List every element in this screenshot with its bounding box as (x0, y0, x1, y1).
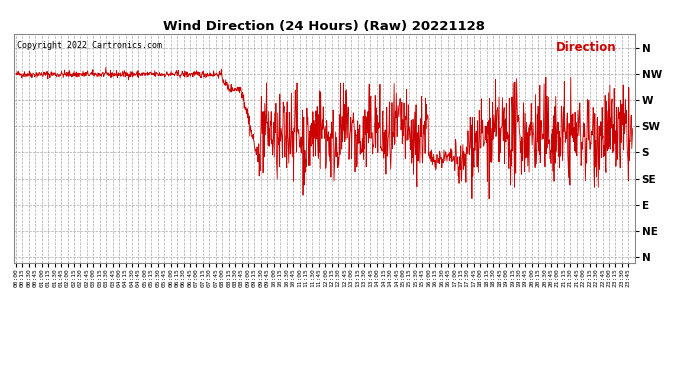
Text: Copyright 2022 Cartronics.com: Copyright 2022 Cartronics.com (17, 40, 162, 50)
Title: Wind Direction (24 Hours) (Raw) 20221128: Wind Direction (24 Hours) (Raw) 20221128 (164, 20, 485, 33)
Text: Direction: Direction (555, 40, 616, 54)
